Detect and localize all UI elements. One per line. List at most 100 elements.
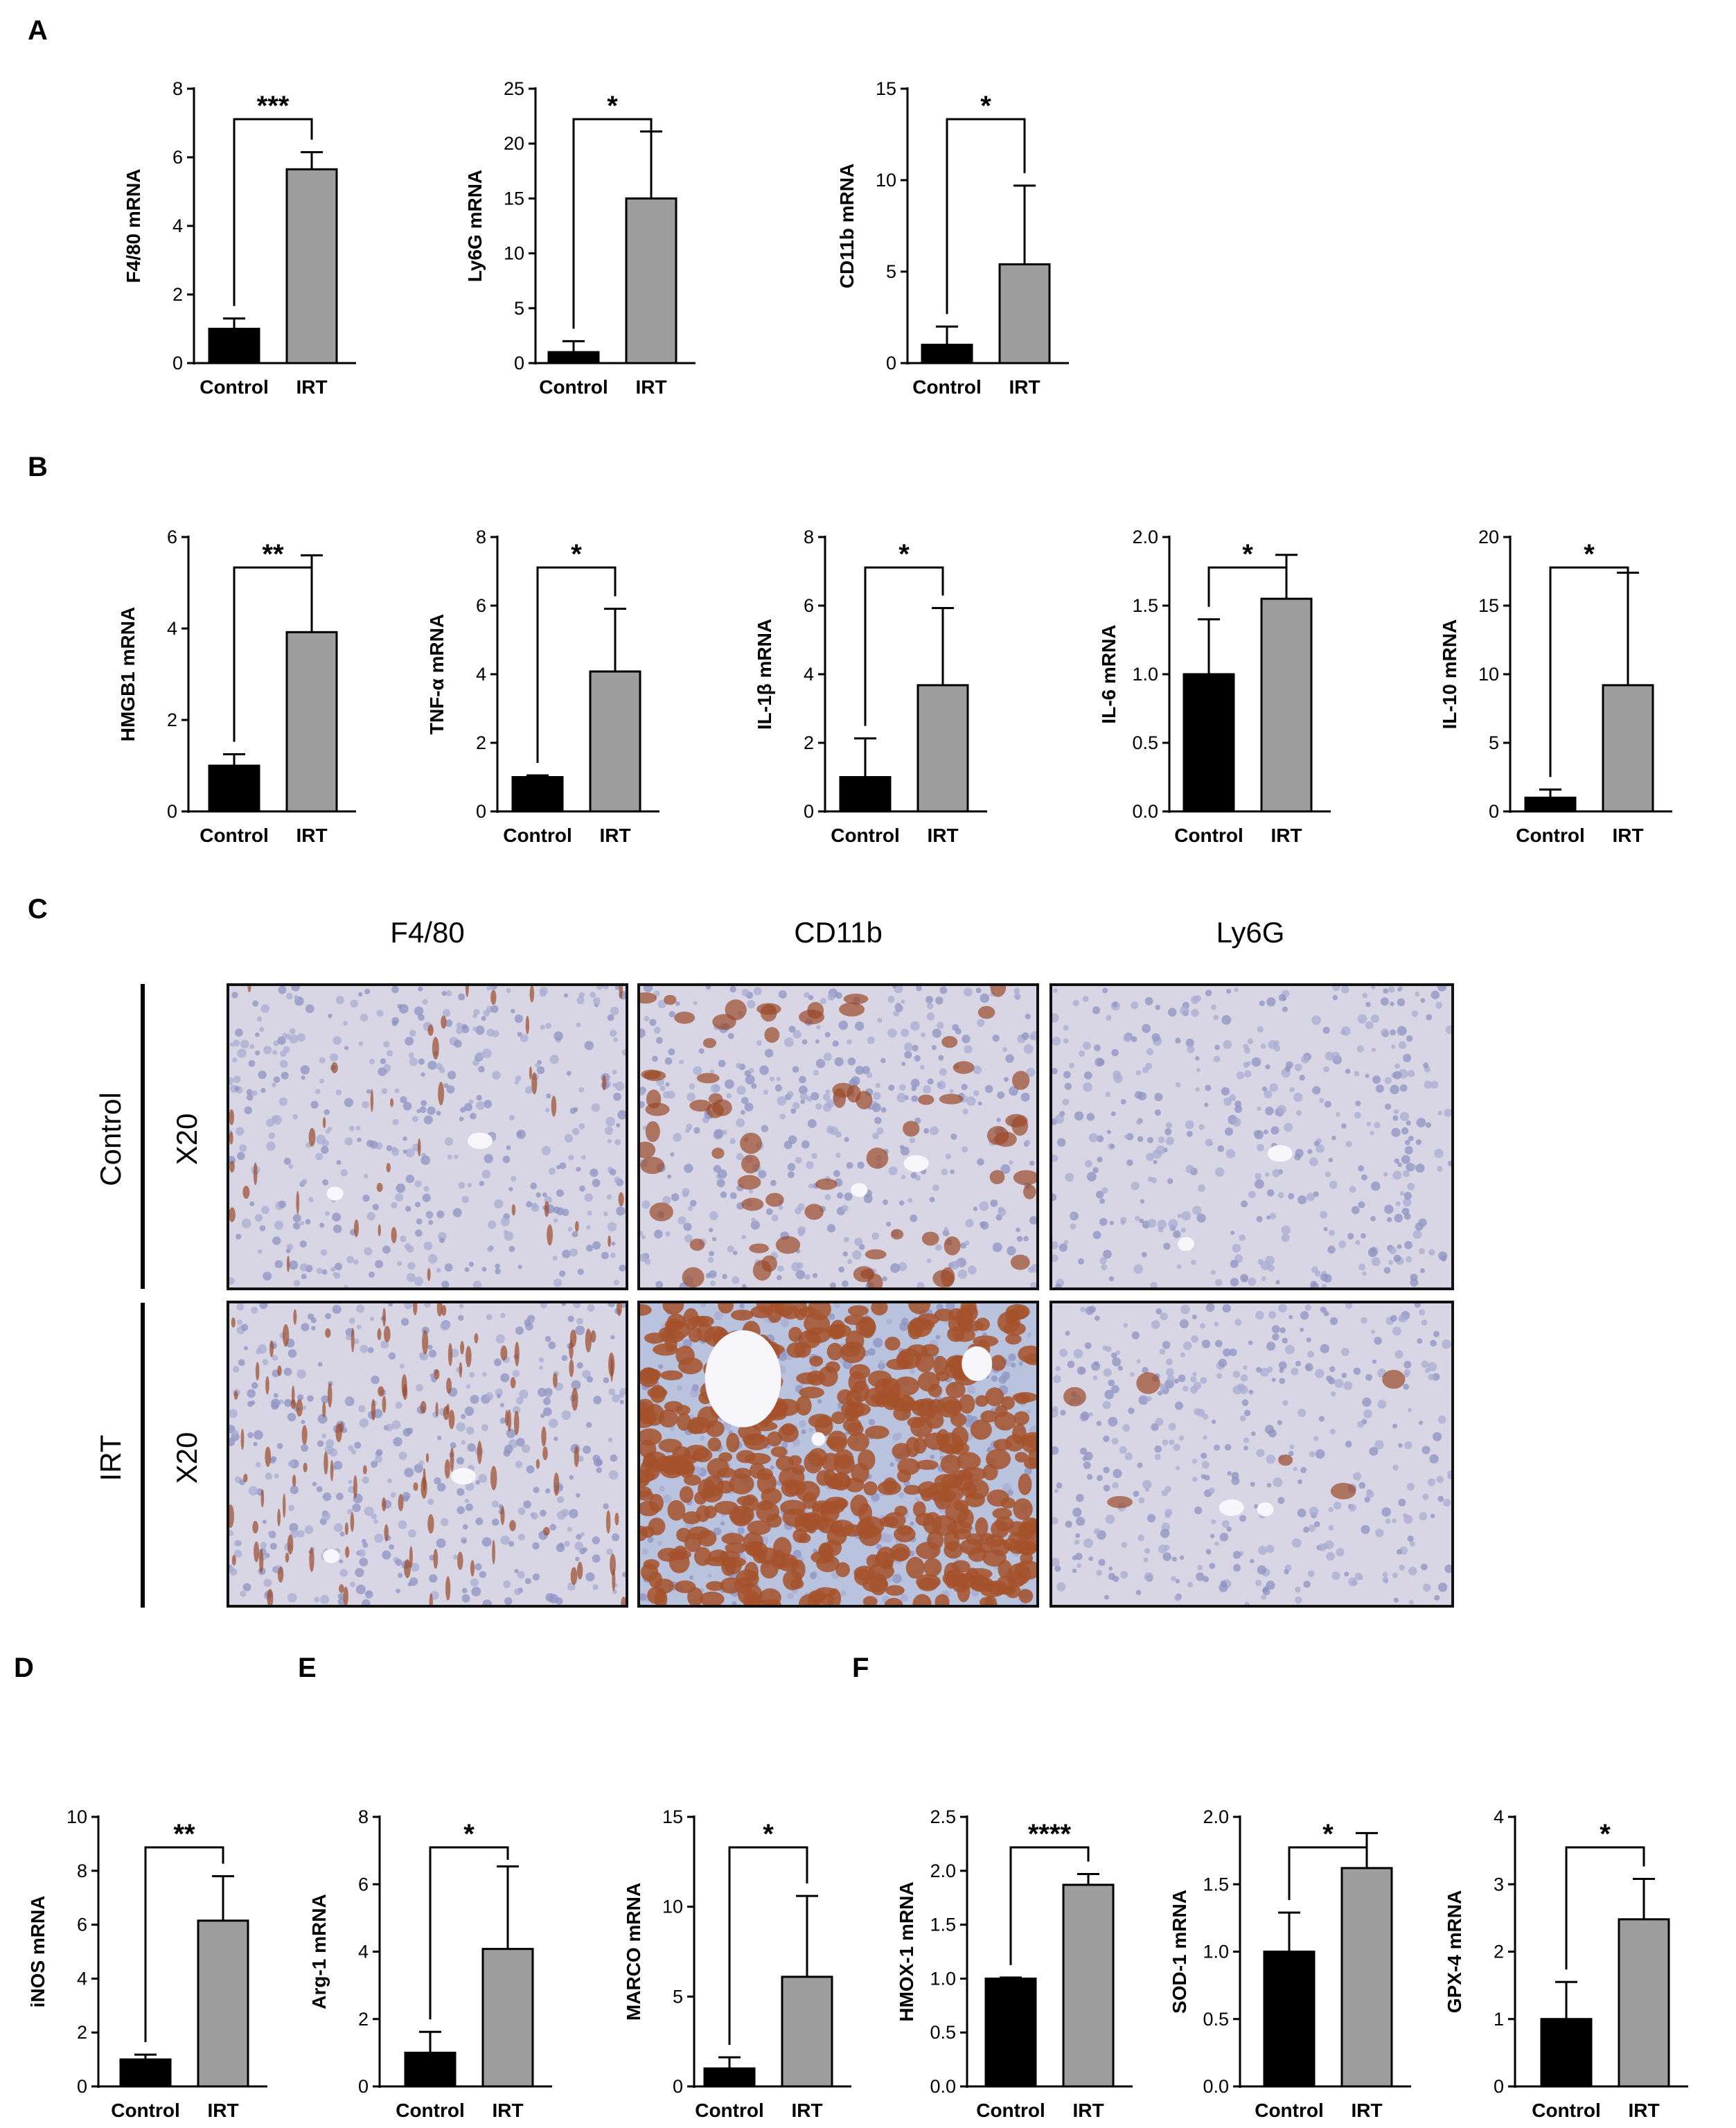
significance-label: *	[571, 539, 582, 570]
significance-label: **	[262, 539, 284, 570]
bar-control	[921, 344, 973, 364]
y-tick-label: 8	[77, 1861, 87, 1881]
y-tick-label: 6	[804, 595, 814, 616]
x-tick-label: Control	[695, 2100, 764, 2121]
bar-control	[703, 2067, 756, 2088]
y-tick-label: 0	[804, 801, 814, 822]
bar-chart-arg1: 0 2 4 6 8 Arg-1 mRNA Control IRT *	[308, 1806, 552, 2121]
row-label-irt: IRT	[94, 1434, 127, 1481]
y-tick-label: 2.5	[930, 1806, 956, 1827]
bar-chart-cd11b: 0 5 10 15 CD11b mRNA Control IRT *	[836, 78, 1069, 398]
y-tick-label: 0.0	[930, 2076, 956, 2097]
significance-label: ***	[257, 91, 290, 121]
y-tick-label: 10	[67, 1806, 87, 1827]
panel-letter-d: D	[14, 1653, 34, 1683]
y-tick-label: 2	[1494, 1942, 1504, 1962]
y-tick-label: 0	[172, 353, 183, 373]
x-tick-label: IRT	[791, 2100, 822, 2121]
y-tick-label: 3	[1494, 1874, 1504, 1894]
y-tick-label: 15	[504, 188, 524, 209]
micrograph-texture	[229, 986, 626, 1287]
y-axis-label: SOD-1 mRNA	[1169, 1890, 1190, 2014]
panel-letter-e: E	[298, 1653, 317, 1683]
bar-irt	[481, 1948, 534, 2088]
significance-label: **	[173, 1819, 195, 1849]
y-tick-label: 10	[504, 243, 524, 264]
y-tick-label: 6	[358, 1874, 369, 1894]
y-tick-label: 4	[358, 1942, 369, 1962]
column-header-f4-80: F4/80	[390, 916, 465, 949]
y-tick-label: 2	[804, 732, 814, 753]
y-tick-label: 0	[358, 2076, 369, 2097]
bar-control	[511, 776, 564, 813]
y-tick-label: 25	[504, 78, 524, 99]
y-tick-label: 0.0	[1132, 801, 1158, 822]
x-tick-label: Control	[111, 2100, 180, 2121]
y-axis-label: HMGB1 mRNA	[117, 607, 139, 741]
row-label-control: Control	[94, 1092, 127, 1186]
bar-irt	[285, 631, 338, 813]
x-tick-label: IRT	[927, 825, 958, 846]
y-tick-label: 8	[358, 1806, 369, 1827]
x-tick-label: IRT	[635, 376, 666, 398]
micrograph-texture	[640, 1303, 1036, 1605]
micrograph-irt-cd11b	[637, 1301, 1039, 1608]
bar-irt	[1062, 1883, 1115, 2088]
bar-control	[404, 2051, 457, 2088]
y-tick-label: 1.5	[1203, 1874, 1229, 1894]
x-tick-label: IRT	[296, 825, 327, 846]
y-axis-label: IL-1β mRNA	[754, 619, 775, 730]
x-tick-label: Control	[831, 825, 900, 846]
y-tick-label: 0	[514, 353, 524, 373]
significance-label: *	[1242, 539, 1253, 570]
y-tick-label: 10	[662, 1897, 683, 1917]
x-tick-label: IRT	[1270, 825, 1302, 846]
y-tick-label: 0	[1489, 801, 1499, 822]
column-header-ly6g: Ly6G	[1216, 916, 1285, 949]
bar-chart-il10: 0 5 10 15 20 IL-10 mRNA Control IRT *	[1439, 527, 1672, 846]
bar-irt	[197, 1919, 249, 2088]
significance-label: *	[607, 91, 618, 121]
significance-bracket	[1565, 1846, 1645, 1970]
x-tick-label: IRT	[492, 2100, 523, 2121]
y-tick-label: 6	[77, 1915, 87, 1935]
y-tick-label: 6	[476, 595, 486, 616]
y-tick-label: 2.0	[1132, 527, 1158, 547]
y-tick-label: 2	[172, 284, 183, 305]
x-tick-label: IRT	[1628, 2100, 1659, 2121]
bar-irt	[998, 263, 1051, 364]
bar-control	[1524, 796, 1577, 813]
bar-irt	[589, 670, 641, 813]
x-tick-label: IRT	[1009, 376, 1040, 398]
y-tick-label: 8	[172, 78, 183, 99]
y-axis-label: CD11b mRNA	[836, 164, 858, 288]
significance-label: *	[463, 1819, 475, 1849]
bar-irt	[781, 1976, 833, 2088]
significance-label: ****	[1028, 1819, 1072, 1849]
x-tick-label: Control	[200, 376, 269, 398]
y-axis-label: iNOS mRNA	[27, 1896, 48, 2008]
y-tick-label: 4	[172, 216, 183, 236]
y-tick-label: 4	[77, 1968, 87, 1989]
y-tick-label: 10	[1478, 664, 1499, 685]
bar-chart-ly6g: 0 5 10 15 20 25 Ly6G mRNA Control IRT *	[464, 78, 696, 398]
x-tick-label: Control	[1516, 825, 1585, 846]
x-tick-label: IRT	[1351, 2100, 1382, 2121]
y-tick-label: 15	[876, 78, 896, 99]
bar-irt	[916, 684, 969, 813]
micrograph-irt-ly6g	[1049, 1301, 1454, 1608]
y-tick-label: 5	[886, 261, 896, 282]
y-tick-label: 20	[504, 133, 524, 154]
significance-bracket	[1207, 566, 1288, 607]
x-tick-label: IRT	[207, 2100, 238, 2121]
y-tick-label: 1	[1494, 2009, 1504, 2030]
y-tick-label: 10	[876, 170, 896, 191]
bar-chart-gpx4: 0 1 2 3 4 GPX-4 mRNA Control IRT *	[1444, 1806, 1688, 2121]
y-axis-label: IL-6 mRNA	[1098, 624, 1119, 723]
x-tick-label: IRT	[599, 825, 630, 846]
y-tick-label: 20	[1478, 527, 1499, 547]
bar-irt	[1602, 684, 1654, 813]
significance-bracket	[144, 1846, 224, 2043]
bar-control	[208, 328, 260, 364]
